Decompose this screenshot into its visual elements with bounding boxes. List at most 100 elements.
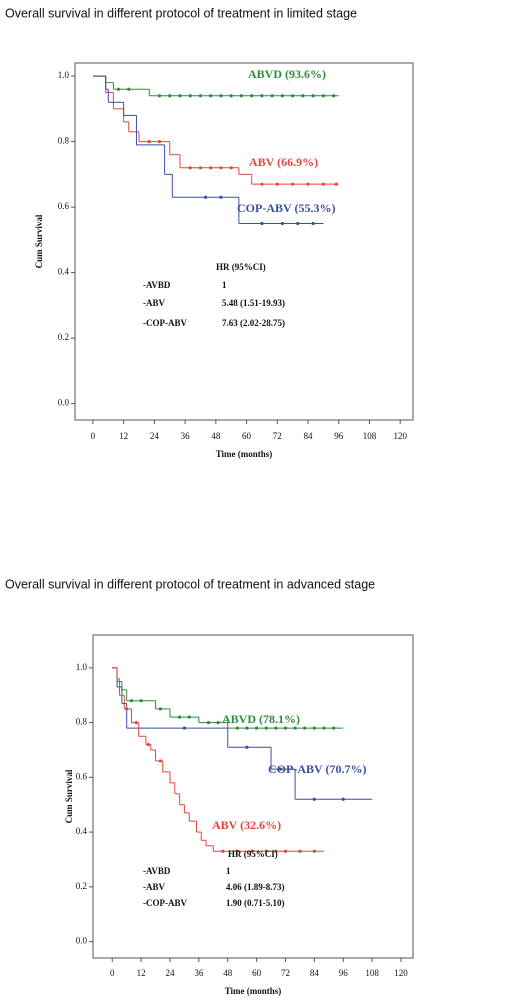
x-tick-label: 120 — [394, 968, 408, 978]
series-label: ABVD (78.1%) — [222, 712, 300, 726]
censor-mark — [280, 221, 285, 226]
plot-frame — [74, 62, 414, 421]
y-tick-label: 1.0 — [76, 662, 88, 672]
censor-mark — [203, 195, 208, 199]
censor-mark — [298, 849, 302, 853]
censor-mark — [229, 166, 233, 170]
censor-mark — [239, 94, 244, 98]
hr-group: -AVBD — [143, 866, 171, 876]
y-tick-label: 0.8 — [76, 717, 88, 727]
censor-mark — [146, 742, 150, 747]
censor-mark — [245, 745, 249, 749]
series-label: ABVD (93.6%) — [248, 67, 326, 81]
y-tick-label: 0.8 — [58, 136, 70, 146]
y-tick-label: 0.0 — [76, 936, 88, 946]
censor-mark — [235, 849, 239, 853]
censor-mark — [332, 726, 336, 730]
censor-mark — [312, 849, 316, 853]
hr-value: 4.06 (1.89-8.73) — [226, 882, 285, 892]
censor-mark — [157, 140, 162, 144]
x-tick-label: 84 — [304, 431, 314, 441]
censor-mark — [134, 720, 138, 725]
hr-group: -ABV — [143, 298, 165, 308]
x-tick-label: 36 — [194, 968, 204, 978]
censor-mark — [129, 699, 134, 703]
censor-mark — [229, 94, 233, 98]
censor-mark — [311, 221, 315, 226]
y-tick-label: 0.2 — [58, 332, 69, 342]
hr-value: 1 — [226, 866, 231, 876]
y-tick-label: 1.0 — [58, 70, 70, 80]
censor-mark — [147, 140, 151, 144]
hr-group: -ABV — [143, 882, 165, 892]
censor-mark — [250, 849, 254, 853]
x-tick-label: 108 — [363, 431, 377, 441]
x-tick-label: 60 — [252, 968, 262, 978]
x-axis-label: Time (months) — [225, 986, 282, 996]
censor-mark — [216, 720, 220, 725]
censor-mark — [341, 797, 345, 801]
hr-value: 1 — [222, 280, 227, 290]
censor-mark — [158, 707, 162, 711]
series-label: COP-ABV (70.7%) — [268, 762, 366, 776]
censor-mark — [182, 726, 187, 730]
censor-mark — [291, 182, 295, 186]
hr-header: HR (95%CI) — [216, 262, 266, 272]
x-tick-label: 96 — [339, 968, 349, 978]
censor-mark — [245, 726, 249, 730]
y-tick-label: 0.4 — [58, 267, 70, 277]
x-tick-label: 108 — [365, 968, 379, 978]
censor-mark — [303, 726, 307, 730]
censor-mark — [178, 94, 182, 98]
censor-mark — [264, 849, 268, 853]
x-tick-label: 12 — [137, 968, 146, 978]
censor-mark — [168, 94, 172, 98]
chart-title: Overall survival in different protocol o… — [5, 6, 357, 20]
censor-mark — [283, 849, 288, 853]
censor-mark — [158, 759, 162, 763]
censor-mark — [301, 94, 305, 98]
censor-mark — [312, 797, 316, 801]
censor-mark — [235, 726, 239, 730]
censor-mark — [188, 94, 192, 98]
x-tick-label: 24 — [165, 968, 175, 978]
censor-mark — [219, 166, 223, 170]
censor-mark — [157, 94, 162, 98]
series-label: COP-ABV (55.3%) — [237, 201, 335, 215]
plot-frame — [92, 634, 414, 959]
censor-mark — [221, 849, 225, 853]
censor-mark — [274, 849, 278, 853]
censor-mark — [270, 94, 274, 98]
censor-mark — [250, 94, 254, 98]
hr-group: -COP-ABV — [143, 898, 187, 908]
y-axis-label: Cum Survival — [64, 769, 74, 823]
censor-mark — [198, 94, 203, 98]
censor-mark — [264, 726, 268, 730]
x-tick-label: 120 — [393, 431, 407, 441]
y-tick-label: 0.4 — [76, 826, 88, 836]
censor-mark — [116, 87, 121, 91]
x-tick-label: 0 — [91, 431, 96, 441]
x-tick-label: 12 — [119, 431, 128, 441]
censor-mark — [139, 699, 143, 703]
censor-mark — [260, 182, 264, 186]
y-tick-label: 0.2 — [76, 881, 87, 891]
x-tick-label: 48 — [223, 968, 233, 978]
series-label: ABV (66.9%) — [249, 155, 318, 169]
censor-mark — [312, 726, 316, 730]
x-tick-label: 0 — [110, 968, 115, 978]
censor-mark — [255, 726, 259, 730]
censor-mark — [198, 166, 203, 170]
censor-mark — [280, 94, 285, 98]
censor-mark — [125, 707, 129, 711]
censor-mark — [321, 94, 325, 98]
censor-mark — [332, 94, 336, 98]
censor-mark — [291, 94, 295, 98]
censor-mark — [178, 715, 182, 719]
censor-mark — [219, 94, 223, 98]
hr-value: 5.48 (1.51-19.93) — [222, 298, 285, 308]
x-tick-label: 72 — [273, 431, 282, 441]
censor-mark — [306, 182, 310, 186]
chart-title: Overall survival in different protocol o… — [5, 577, 375, 591]
hr-header: HR (95%CI) — [228, 849, 278, 859]
